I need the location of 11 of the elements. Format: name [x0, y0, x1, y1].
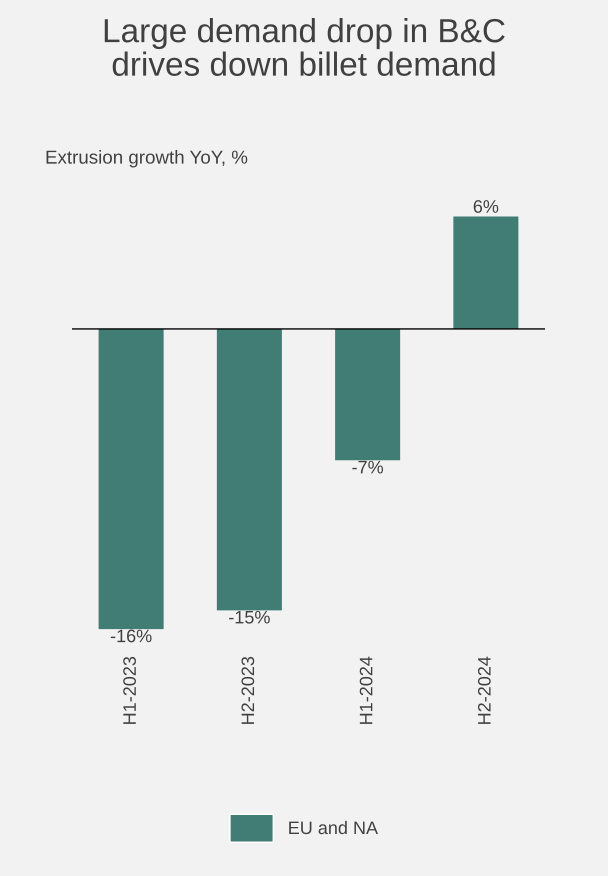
x-tick-label: H1-2023	[123, 656, 136, 724]
x-tick-label: H2-2023	[241, 656, 254, 724]
chart-title: Large demand drop in B&C drives down billet demand	[104, 18, 505, 76]
data-label: -15%	[229, 610, 270, 624]
data-label: -7%	[352, 460, 384, 474]
x-tick-label: H1-2024	[360, 656, 372, 724]
data-label: -16%	[110, 630, 152, 642]
chart-subtitle: Extrusion growth YoY, %	[46, 150, 248, 168]
x-tick-label: H2-2024	[478, 656, 491, 724]
data-label: 6%	[474, 200, 498, 213]
legend-label: EU and NA	[289, 820, 378, 834]
